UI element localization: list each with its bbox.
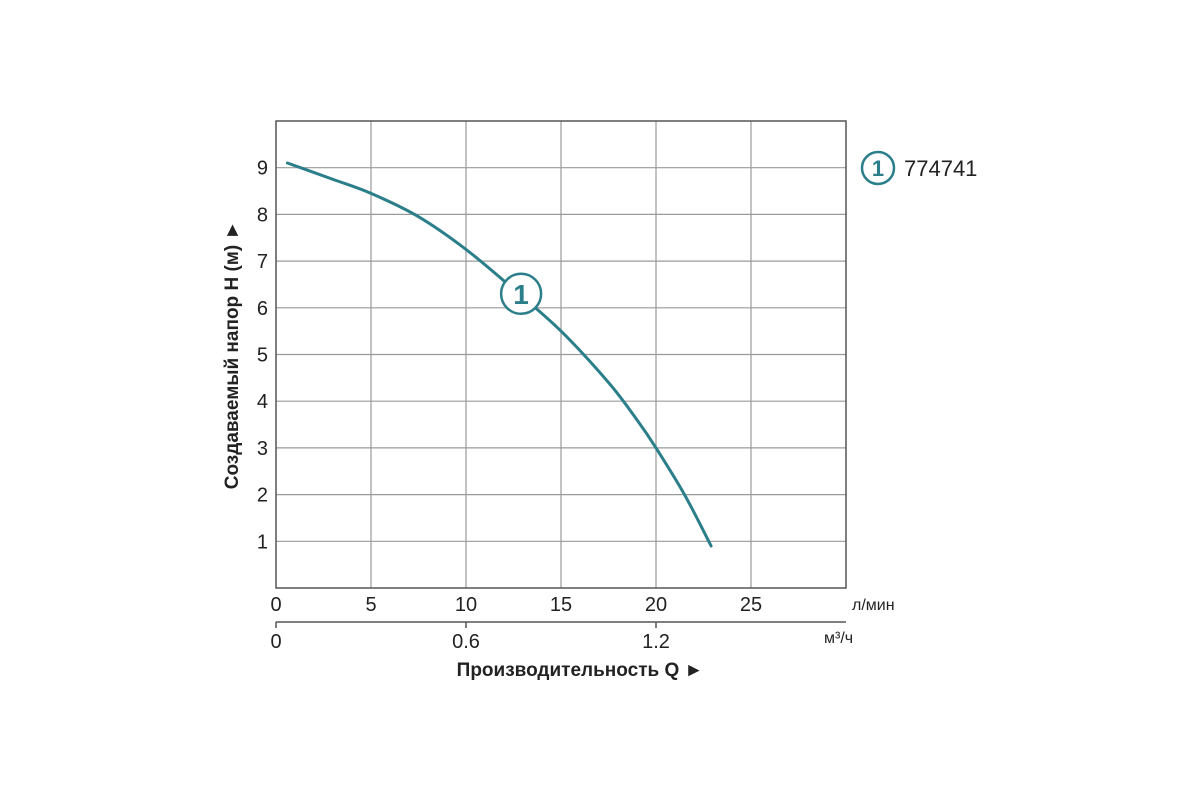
curve-marker-circle bbox=[499, 272, 543, 316]
y-tick-label: 4 bbox=[257, 391, 268, 413]
x-tick-label: 5 bbox=[365, 594, 376, 616]
x-axis-ticks-secondary: 0 0.6 1.2 bbox=[270, 622, 670, 653]
y-tick-label: 5 bbox=[257, 345, 268, 367]
grid bbox=[276, 121, 846, 588]
series: 1 bbox=[285, 161, 713, 548]
y-tick-label: 2 bbox=[257, 485, 268, 507]
x-tick-label: 20 bbox=[645, 594, 667, 616]
x-tick-label: 15 bbox=[550, 594, 572, 616]
y-axis-title: Создаваемый напор H (м) ► bbox=[222, 221, 243, 490]
curve-marker-number: 1 bbox=[513, 279, 529, 310]
x2-tick-label: 0 bbox=[270, 631, 281, 653]
x-tick-label: 10 bbox=[455, 594, 477, 616]
x-unit-primary: л/мин bbox=[852, 597, 895, 614]
legend: 1 774741 bbox=[860, 150, 977, 186]
x-unit-secondary: м³/ч bbox=[824, 630, 853, 647]
legend-marker-circle bbox=[860, 150, 896, 186]
x2-tick-label: 1.2 bbox=[642, 631, 670, 653]
x-tick-label: 25 bbox=[740, 594, 762, 616]
y-tick-label: 6 bbox=[257, 298, 268, 320]
legend-marker-number: 1 bbox=[872, 156, 884, 181]
plot-frame bbox=[275, 120, 847, 589]
y-axis-ticks: 1 2 3 4 5 6 7 8 9 bbox=[257, 158, 268, 554]
x-axis-ticks-primary: 0 5 10 15 20 25 bbox=[270, 594, 762, 616]
y-tick-label: 3 bbox=[257, 438, 268, 460]
y-tick-label: 9 bbox=[257, 158, 268, 180]
y-tick-label: 8 bbox=[257, 204, 268, 226]
x-tick-label: 0 bbox=[270, 594, 281, 616]
legend-entry-label: 774741 bbox=[904, 156, 977, 181]
x2-tick-label: 0.6 bbox=[452, 631, 480, 653]
y-tick-label: 1 bbox=[257, 531, 268, 553]
y-tick-label: 7 bbox=[257, 251, 268, 273]
series-line-774741 bbox=[285, 161, 713, 548]
x-axis-title: Производительность Q ► bbox=[457, 660, 704, 681]
